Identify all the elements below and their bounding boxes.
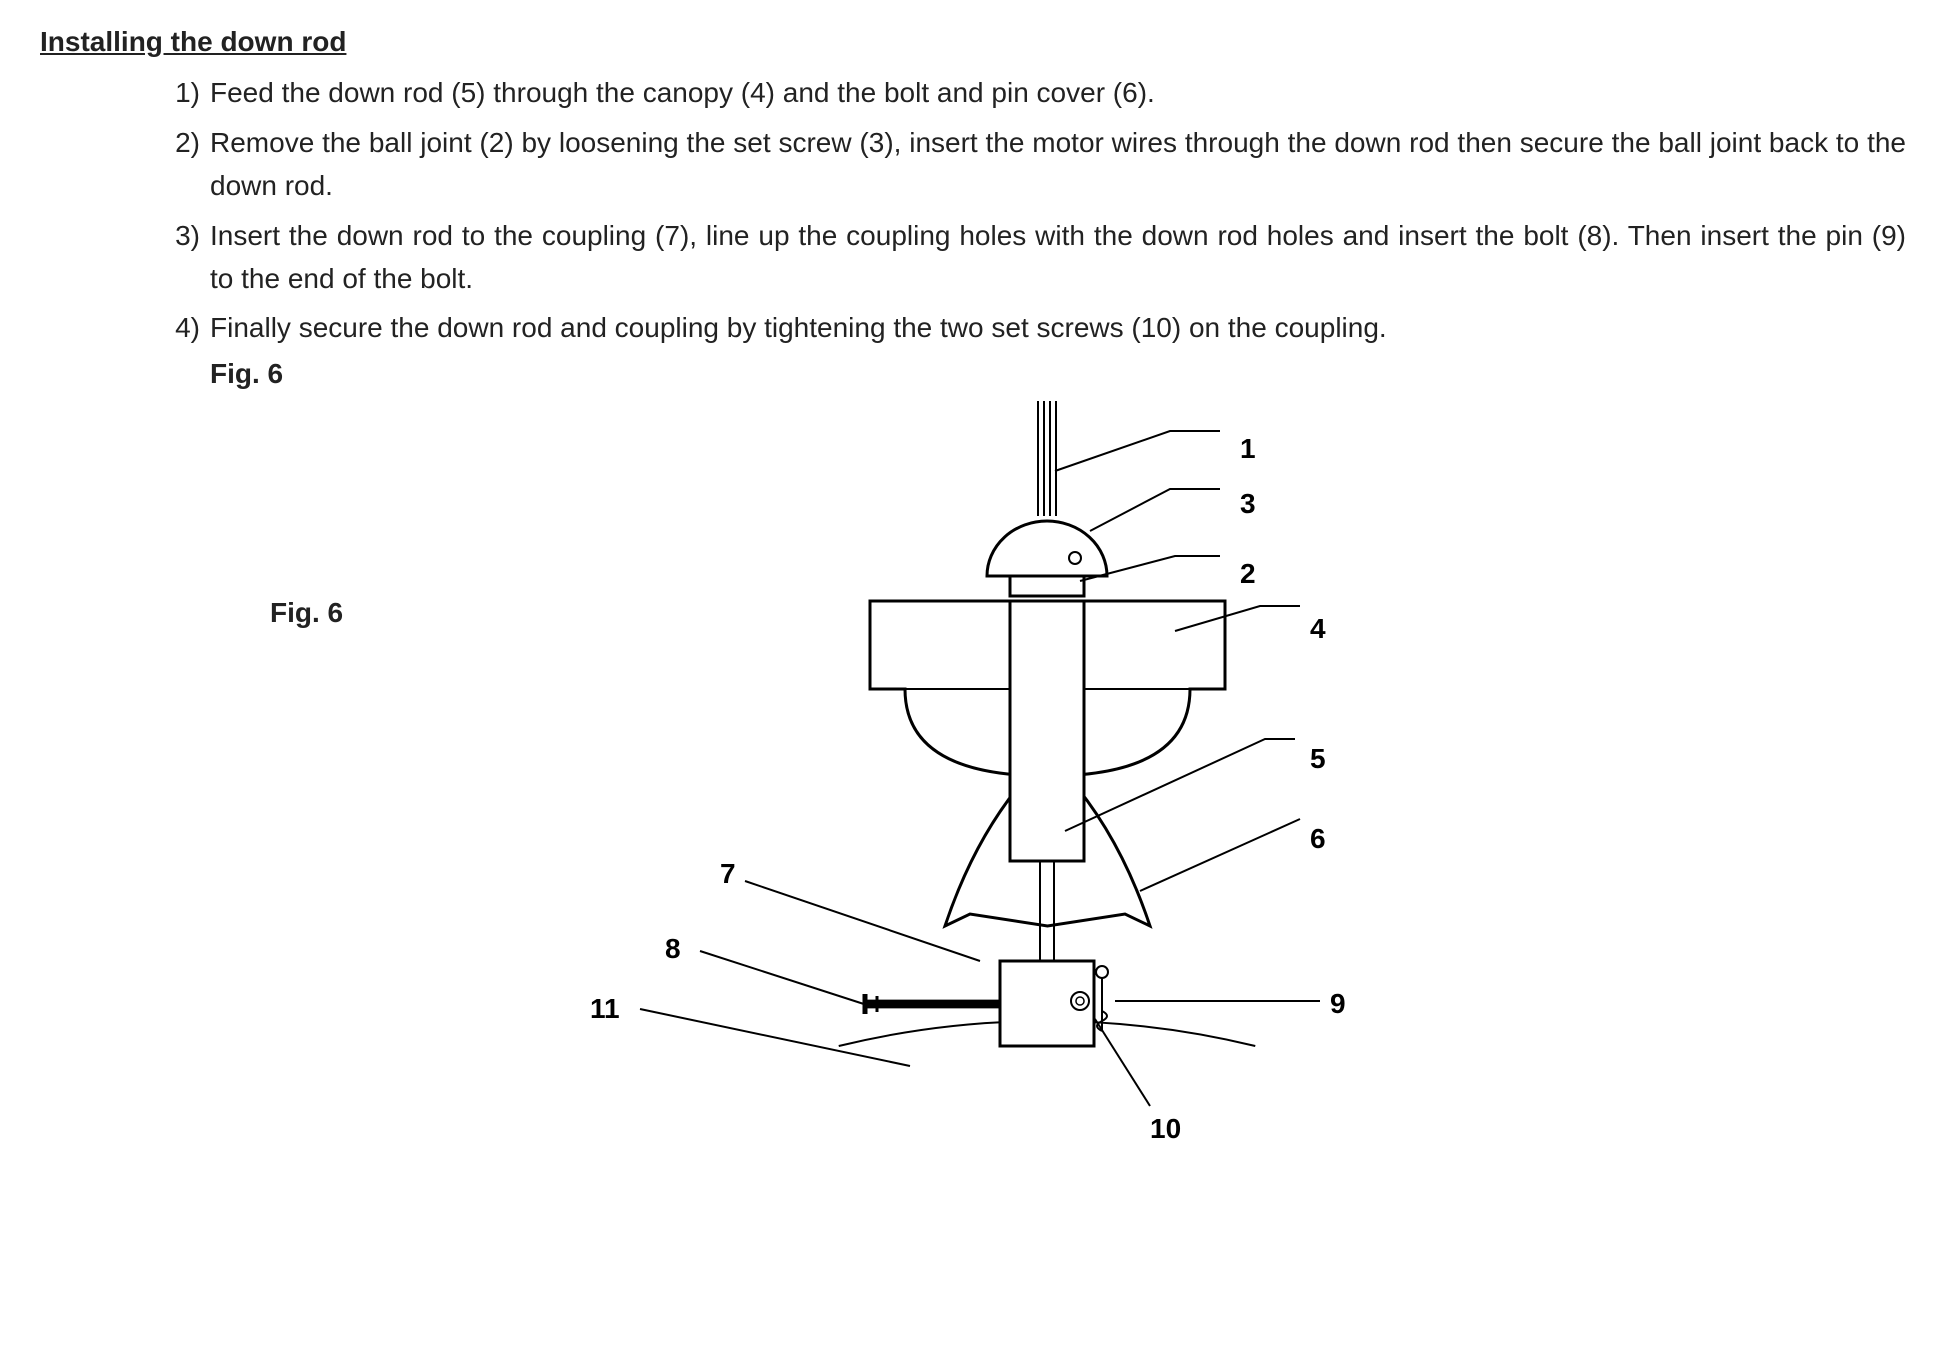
- step-item: 1) Feed the down rod (5) through the can…: [150, 71, 1906, 120]
- step-item: 4) Finally secure the down rod and coupl…: [150, 306, 1906, 401]
- step-item: 2) Remove the ball joint (2) by loosenin…: [150, 121, 1906, 214]
- step-number: 3): [150, 214, 200, 257]
- step-text: Finally secure the down rod and coupling…: [210, 312, 1387, 343]
- step-text: Remove the ball joint (2) by loosening t…: [210, 127, 1906, 201]
- callout-11: 11: [590, 987, 620, 1030]
- figure-label-inline: Fig. 6: [210, 352, 1906, 395]
- callout-2: 2: [1240, 552, 1256, 595]
- downrod-diagram: [40, 401, 1900, 1321]
- figure-area: Fig. 6 1324567811910: [40, 401, 1900, 1321]
- step-number: 1): [150, 71, 200, 114]
- step-number: 4): [150, 306, 200, 349]
- callout-8: 8: [665, 927, 681, 970]
- callout-9: 9: [1330, 982, 1346, 1025]
- callout-6: 6: [1310, 817, 1326, 860]
- step-text: Feed the down rod (5) through the canopy…: [210, 77, 1155, 108]
- step-number: 2): [150, 121, 200, 164]
- section-title: Installing the down rod: [40, 20, 1906, 63]
- callout-4: 4: [1310, 607, 1326, 650]
- callout-5: 5: [1310, 737, 1326, 780]
- callout-10: 10: [1150, 1107, 1181, 1150]
- step-text: Insert the down rod to the coupling (7),…: [210, 220, 1906, 294]
- steps-list: 1) Feed the down rod (5) through the can…: [40, 71, 1906, 401]
- callout-1: 1: [1240, 427, 1256, 470]
- callout-3: 3: [1240, 482, 1256, 525]
- callout-7: 7: [720, 852, 736, 895]
- step-item: 3) Insert the down rod to the coupling (…: [150, 214, 1906, 307]
